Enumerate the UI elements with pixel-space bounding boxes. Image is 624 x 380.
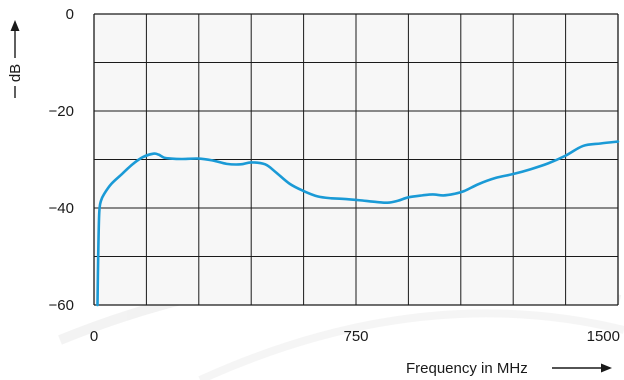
x-tick-label: 750 (343, 328, 368, 345)
series-lines (96, 140, 620, 307)
x-axis-arrow-icon (601, 363, 612, 373)
x-tick-label: 1500 (587, 328, 620, 345)
tick-labels: 0 750 1500 0 −20 −40 −60 (49, 6, 620, 345)
y-tick-label: −40 (49, 200, 74, 217)
y-tick-label: −20 (49, 103, 74, 120)
series-line-0 (96, 140, 620, 307)
x-axis-label: Frequency in MHz (406, 360, 528, 377)
axis-titles: dB Frequency in MHz (7, 20, 612, 377)
y-tick-label: −60 (49, 297, 74, 314)
y-axis-arrow-icon (10, 20, 20, 31)
x-tick-label: 0 (90, 328, 98, 345)
y-tick-label: 0 (66, 6, 74, 23)
y-axis-label: dB (7, 64, 24, 82)
grid-lines (93, 13, 619, 306)
